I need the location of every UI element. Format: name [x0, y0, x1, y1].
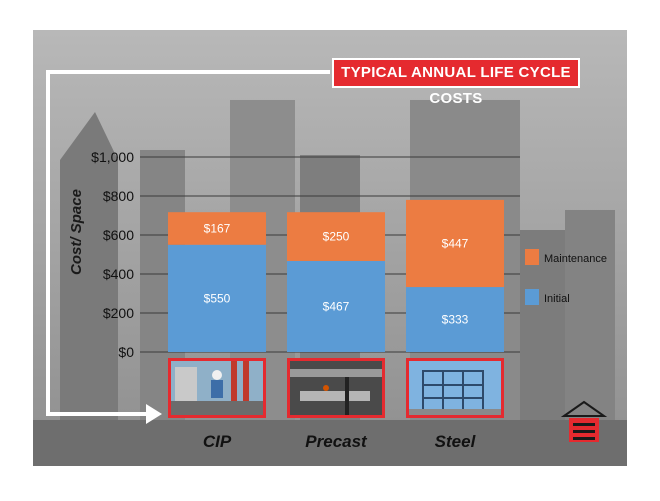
y-tick-label: $200 [103, 305, 134, 321]
legend-swatch-initial [525, 289, 539, 305]
x-tick-label: Steel [435, 432, 477, 451]
x-axis-labels: CIP Precast Steel [203, 432, 477, 451]
bar-initial-cip [168, 244, 266, 352]
bars [168, 199, 504, 352]
y-tick-label: $800 [103, 188, 134, 204]
precast-photo [287, 358, 385, 418]
bar-data-label: $447 [442, 236, 469, 250]
legend-label-initial: Initial [544, 293, 570, 305]
y-tick-label: $0 [118, 344, 134, 360]
bar-maintenance-steel [406, 199, 504, 288]
bar-data-label: $550 [204, 291, 231, 305]
y-tick-label: $400 [103, 266, 134, 282]
legend: Maintenance Initial [525, 249, 607, 305]
legend-swatch-maintenance [525, 249, 539, 265]
bar-data-label: $250 [323, 230, 350, 244]
bar-maintenance-precast [287, 212, 385, 261]
y-axis-label: Cost/ Space [68, 189, 85, 275]
x-tick-label: CIP [203, 432, 232, 451]
bar-initial-precast [287, 260, 385, 352]
x-tick-label: Precast [305, 432, 368, 451]
y-tick-label: $1,000 [91, 149, 134, 165]
construction-photo [168, 358, 266, 418]
bar-data-label: $467 [323, 299, 350, 313]
bar-data-label: $333 [442, 313, 469, 327]
bar-data-label: $167 [204, 221, 231, 235]
bar-data-labels: $550 $167 $467 $250 $333 $447 [204, 221, 469, 326]
bar-initial-steel [406, 287, 504, 352]
legend-label-maintenance: Maintenance [544, 253, 607, 265]
building-logo-icon [560, 400, 608, 442]
y-tick-label: $600 [103, 227, 134, 243]
y-axis-ticks: $0 $200 $400 $600 $800 $1,000 [91, 149, 134, 360]
steel-frame-photo [406, 358, 504, 418]
chart-title: TYPICAL ANNUAL LIFE CYCLE COSTS [332, 58, 580, 107]
flow-arrow [46, 70, 330, 424]
bar-maintenance-cip [168, 212, 266, 245]
